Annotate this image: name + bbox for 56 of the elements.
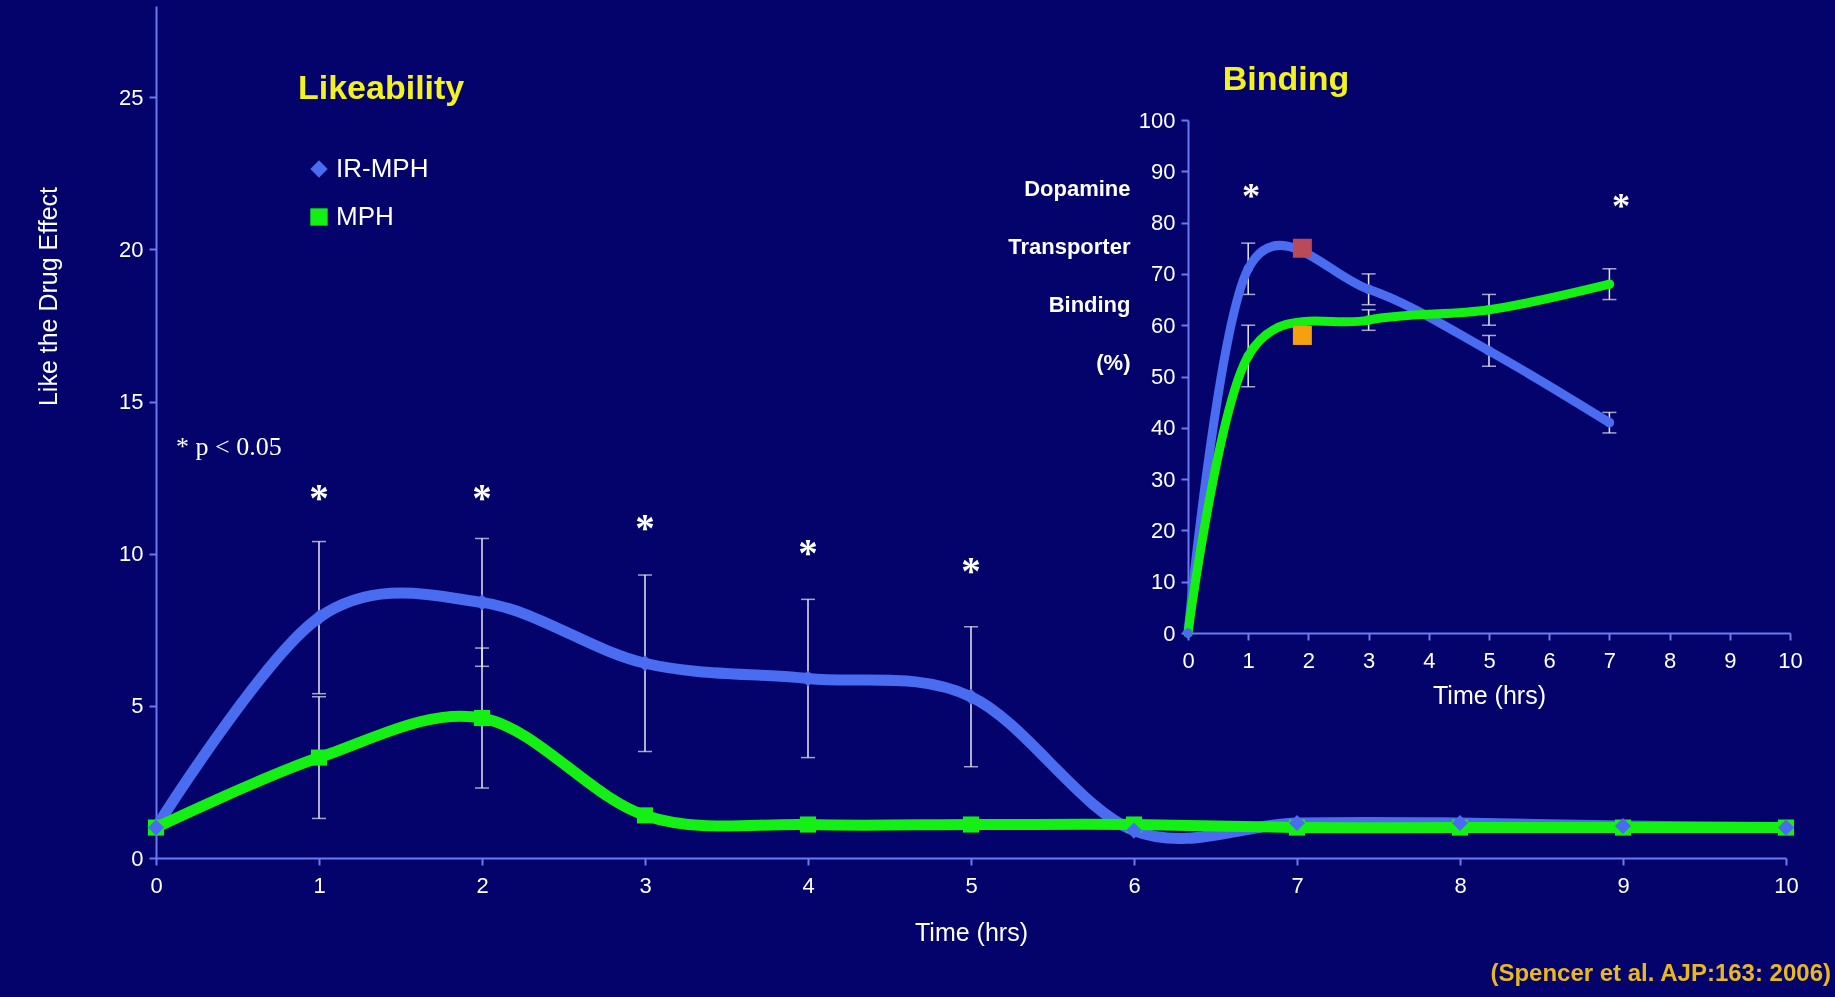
x-tick-label: 6 [1128,872,1141,898]
y-axis-title: Like the Drug Effect [33,186,62,407]
annotation: * [798,531,818,574]
x-tick-label: 5 [965,872,978,898]
x-tick-label: 0 [1182,647,1195,673]
x-tick-label: 3 [639,872,652,898]
x-tick-label: 3 [1362,647,1376,673]
legend-label: IR-MPH [336,153,429,183]
y-tick-label: 70 [1151,261,1176,287]
x-tick-label: 2 [476,872,489,898]
x-tick-label: 2 [1302,647,1316,673]
x-tick-label: 9 [1617,872,1630,898]
x-tick-label: 4 [1423,647,1436,673]
y-tick-label: 25 [119,84,144,110]
annotation: * [1241,176,1261,216]
x-tick-label: 8 [1663,647,1677,673]
y-tick-label: 0 [131,845,144,871]
text: Likeability [298,68,465,106]
x-tick-label: 8 [1454,872,1467,898]
text: Dopamine Transporter Binding (%) [1008,175,1131,375]
x-axis-title: Time (hrs) [1433,680,1546,709]
x-tick-label: 6 [1543,647,1556,673]
x-axis-title: Time (hrs) [915,917,1028,946]
text: (Spencer et al. AJP:163: 2006) [1490,959,1831,986]
annotation: * [961,549,981,592]
x-tick-label: 5 [1483,647,1496,673]
x-tick-label: 10 [1774,872,1799,898]
annotation: * [635,506,655,549]
y-tick-label: 30 [1151,466,1176,492]
x-tick-label: 7 [1291,872,1304,898]
annotation: * [309,476,329,519]
legend-label: MPH [336,201,394,231]
y-tick-label: 5 [131,693,144,719]
y-tick-label: 60 [1151,312,1176,338]
y-tick-label: 10 [1151,569,1176,595]
chart-title: Binding [1222,59,1350,97]
y-tick-label: 15 [119,389,144,415]
y-tick-label: 100 [1138,107,1176,133]
x-tick-label: 0 [150,872,163,898]
y-tick-label: 90 [1151,158,1176,184]
y-tick-label: 80 [1151,210,1176,236]
y-tick-label: 40 [1151,415,1176,441]
y-tick-label: 20 [119,236,144,262]
y-tick-label: 50 [1151,364,1176,389]
y-tick-label: 20 [1151,517,1176,543]
x-tick-label: 10 [1778,647,1803,673]
x-tick-label: 7 [1603,647,1617,673]
x-tick-label: 1 [1242,647,1255,673]
y-tick-label: 10 [119,541,144,567]
annotation: * p < 0.05 [176,432,282,461]
y-tick-label: 0 [1163,620,1176,646]
x-tick-label: 1 [313,872,326,898]
x-tick-label: 4 [802,872,815,898]
x-tick-label: 9 [1724,647,1737,673]
annotation: * [1611,186,1631,226]
annotation: * [472,476,492,519]
